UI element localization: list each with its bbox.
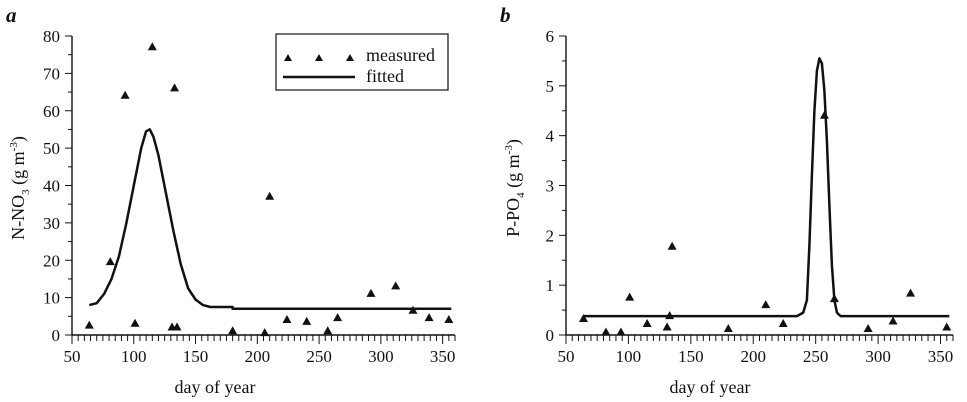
measured-point xyxy=(424,313,434,322)
legend-measured-marker xyxy=(346,54,354,61)
x-tick-label: 250 xyxy=(803,347,829,366)
measured-point xyxy=(761,300,771,309)
measured-point xyxy=(260,328,270,337)
measured-point xyxy=(323,326,333,335)
measured-point xyxy=(578,314,588,323)
measured-point xyxy=(444,315,454,324)
y-tick-label: 50 xyxy=(43,139,60,158)
x-tick-label: 50 xyxy=(558,347,575,366)
measured-point xyxy=(366,288,376,297)
y-tick-label: 10 xyxy=(43,289,60,308)
x-tick-label: 250 xyxy=(306,347,332,366)
legend-measured-marker xyxy=(284,54,292,61)
legend-measured-marker xyxy=(315,54,323,61)
x-tick-label: 100 xyxy=(616,347,642,366)
measured-point xyxy=(84,320,94,329)
fitted-line xyxy=(583,57,950,318)
y-tick-label: 5 xyxy=(546,77,555,96)
y-tick-label: 0 xyxy=(546,326,555,345)
panel-b-label: b xyxy=(500,3,511,27)
y-tick-label: 4 xyxy=(546,127,555,146)
measured-point xyxy=(333,313,343,322)
measured-point xyxy=(863,324,873,333)
measured-point xyxy=(228,326,238,335)
panel-a-xlabel: day of year xyxy=(175,377,256,397)
x-tick-label: 200 xyxy=(245,347,271,366)
panel-b-xlabel: day of year xyxy=(670,377,751,397)
x-tick-label: 300 xyxy=(368,347,394,366)
measured-point xyxy=(667,241,677,250)
y-tick-label: 1 xyxy=(546,276,555,295)
y-tick-label: 60 xyxy=(43,102,60,121)
legend-box xyxy=(275,33,449,91)
measured-point xyxy=(147,42,157,51)
x-tick-label: 50 xyxy=(64,347,81,366)
panel-b-measured-series xyxy=(578,110,952,336)
fitted-line xyxy=(88,128,452,311)
y-tick-label: 3 xyxy=(546,177,555,196)
measured-point xyxy=(642,319,652,328)
legend-measured-label: measured xyxy=(366,45,435,65)
measured-point xyxy=(170,83,180,92)
panel-a: a N-NO3 (g m-3) day of year 50 100 150 200 2… xyxy=(6,3,456,397)
measured-point xyxy=(105,257,115,266)
measured-point xyxy=(408,305,418,314)
measured-point xyxy=(391,281,401,290)
panel-a-label: a xyxy=(6,3,17,27)
panel-b-fitted-series xyxy=(583,57,950,318)
x-tick-label: 350 xyxy=(928,347,954,366)
y-tick-label: 30 xyxy=(43,214,60,233)
y-tick-label: 70 xyxy=(43,64,60,83)
y-tick-label: 6 xyxy=(546,27,555,46)
measured-point xyxy=(819,110,829,119)
measured-point xyxy=(723,324,733,333)
y-tick-label: 40 xyxy=(43,177,60,196)
y-tick-label: 0 xyxy=(52,326,61,345)
measured-point xyxy=(665,311,675,320)
panel-a-axes: 50 100 150 200 250 300 350 0 10 20 30 40 50 60 70 80 xyxy=(43,27,456,366)
x-tick-label: 150 xyxy=(678,347,704,366)
panel-a-fitted-series xyxy=(88,128,452,311)
x-tick-label: 200 xyxy=(741,347,767,366)
measured-point xyxy=(172,322,182,331)
measured-point xyxy=(282,315,292,324)
measured-point xyxy=(302,316,312,325)
panel-a-ylabel: N-NO3 (g m-3) xyxy=(8,136,32,240)
x-tick-label: 300 xyxy=(865,347,891,366)
measured-point xyxy=(130,318,140,327)
measured-point xyxy=(601,327,611,336)
legend-fitted-label: fitted xyxy=(366,66,404,86)
x-tick-label: 150 xyxy=(183,347,209,366)
y-tick-label: 80 xyxy=(43,27,60,46)
x-tick-label: 100 xyxy=(121,347,147,366)
measured-point xyxy=(616,327,626,336)
panel-b-axes: 50 100 150 200 250 300 350 0 1 2 3 4 5 6 xyxy=(546,27,954,366)
panel-a-legend: measured fitted xyxy=(275,33,449,91)
measured-point xyxy=(662,322,672,331)
x-tick-label: 350 xyxy=(430,347,456,366)
measured-point xyxy=(778,319,788,328)
measured-point xyxy=(625,292,635,301)
measured-point xyxy=(829,294,839,303)
measured-point xyxy=(906,288,916,297)
measured-point xyxy=(942,322,952,331)
panel-b: b P-PO4 (g m-3) day of year 50 100 150 200 2… xyxy=(500,3,954,397)
measured-point xyxy=(120,90,130,99)
panel-a-measured-series xyxy=(84,42,454,337)
measured-point xyxy=(888,316,898,325)
y-tick-label: 20 xyxy=(43,251,60,270)
measured-point xyxy=(265,191,275,200)
panel-b-ylabel: P-PO4 (g m-3) xyxy=(503,139,527,237)
y-tick-label: 2 xyxy=(546,226,555,245)
